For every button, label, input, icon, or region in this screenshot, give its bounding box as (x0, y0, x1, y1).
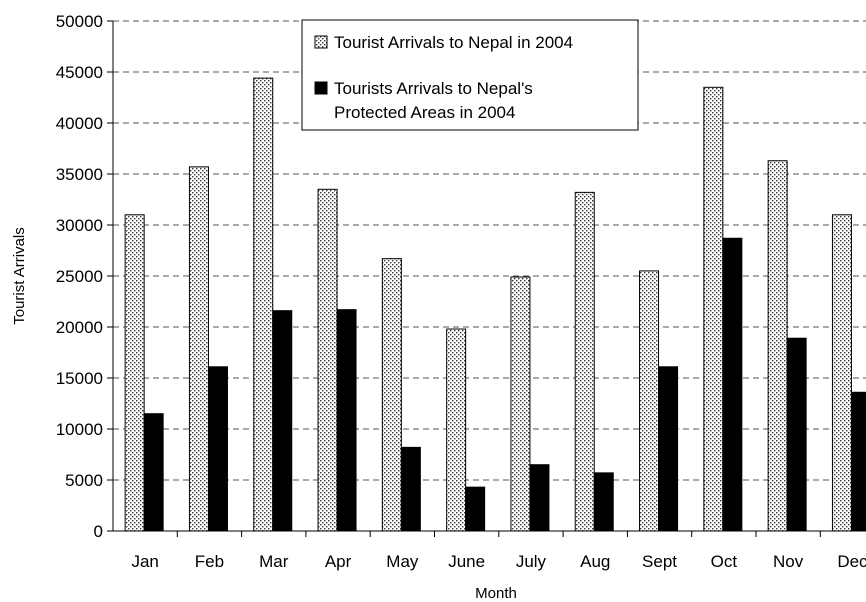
y-tick-label: 5000 (65, 471, 103, 490)
bar-total-jan (124, 214, 145, 532)
bar-total-july (510, 276, 531, 532)
bar-total-aug (574, 191, 595, 532)
x-tick-label-july: July (516, 552, 547, 571)
x-tick-label-oct: Oct (711, 552, 738, 571)
bar-total-oct (703, 86, 724, 532)
x-tick-label-nov: Nov (773, 552, 804, 571)
bar-total-may (381, 258, 402, 532)
bar-protected-feb (207, 366, 228, 532)
bar-total-june (446, 328, 467, 532)
bar-protected-oct (722, 237, 743, 532)
bars (124, 77, 866, 532)
x-tick-label-aug: Aug (580, 552, 610, 571)
y-tick-label: 45000 (56, 63, 103, 82)
y-tick-label: 15000 (56, 369, 103, 388)
y-axis-title: Tourist Arrivals (11, 227, 28, 325)
tick-labels: 0 5000 10000 15000 20000 25000 30000 35000 40000… (56, 12, 866, 571)
y-tick-label: 10000 (56, 420, 103, 439)
bar-protected-apr (336, 309, 357, 532)
x-tick-label-feb: Feb (195, 552, 224, 571)
y-tick-label: 40000 (56, 114, 103, 133)
x-tick-label-mar: Mar (259, 552, 289, 571)
x-tick-label-sept: Sept (642, 552, 677, 571)
bar-protected-mar (272, 310, 293, 532)
y-tick-label: 20000 (56, 318, 103, 337)
bar-total-dec (831, 214, 852, 532)
x-axis-title: Month (475, 585, 517, 602)
legend-box (301, 19, 639, 131)
bar-total-apr (317, 188, 338, 532)
x-tick-label-dec: Dec (837, 552, 866, 571)
bar-protected-sept (658, 366, 679, 532)
bar-protected-jan (143, 413, 164, 532)
bar-total-sept (639, 270, 660, 532)
x-tick-label-june: June (448, 552, 485, 571)
x-tick-label-apr: Apr (325, 552, 352, 571)
bar-total-mar (253, 77, 274, 532)
bar-total-nov (767, 160, 788, 532)
bar-protected-aug (593, 472, 614, 532)
bar-protected-dec (850, 391, 866, 532)
x-tick-label-may: May (386, 552, 419, 571)
gridlines (113, 20, 866, 481)
y-tick-label: 35000 (56, 165, 103, 184)
bar-total-feb (188, 166, 209, 532)
y-tick-label: 0 (94, 522, 103, 541)
y-tick-label: 50000 (56, 12, 103, 31)
legend: Tourist Arrivals to Nepal in 2004 Touris… (301, 19, 639, 131)
legend-label-protected-line1: Tourists Arrivals to Nepal's (334, 79, 533, 98)
x-tick-label-jan: Jan (131, 552, 158, 571)
y-tick-label: 25000 (56, 267, 103, 286)
legend-swatch-protected (314, 81, 328, 95)
axes (107, 20, 866, 537)
legend-label-total: Tourist Arrivals to Nepal in 2004 (334, 33, 573, 52)
bar-protected-june (465, 486, 486, 532)
bar-protected-may (400, 446, 421, 532)
y-tick-label: 30000 (56, 216, 103, 235)
bar-protected-july (529, 464, 550, 532)
legend-label-protected-line2: Protected Areas in 2004 (334, 103, 515, 122)
legend-swatch-total (314, 35, 328, 49)
bar-protected-nov (786, 337, 807, 532)
